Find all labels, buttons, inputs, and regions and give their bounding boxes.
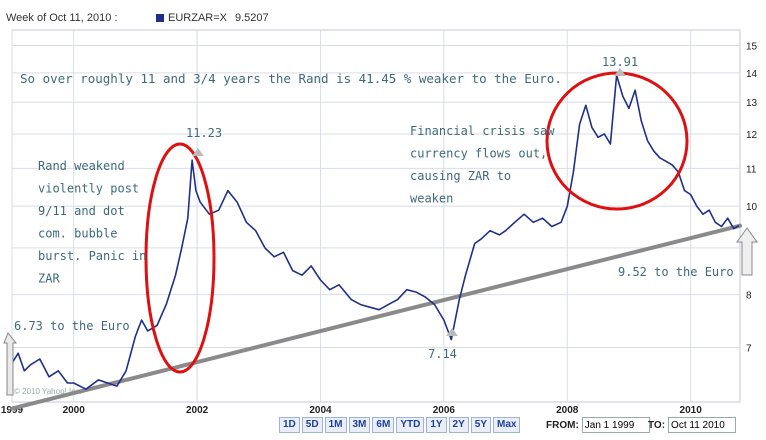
note-line: currency flows out, [410,147,547,161]
range-button[interactable]: YTD [396,417,425,433]
low-2006-marker [446,328,458,336]
legend-swatch [156,14,164,22]
range-button[interactable]: 6M [372,417,395,433]
peak-2001-label: 11.23 [186,126,222,140]
note-line: violently post [38,182,139,196]
series-label: EURZAR=X [168,12,227,24]
start-note: 6.73 to the Euro [14,319,130,333]
low-2006-label: 7.14 [428,347,457,361]
from-label: FROM: [546,419,579,431]
y-tick-label: 8 [746,291,752,302]
x-tick-label: 2000 [63,405,86,416]
y-tick-label: 14 [746,69,758,80]
range-button[interactable]: 5Y [470,417,492,433]
series-value: 9.5207 [235,12,269,24]
x-tick-label: 2006 [433,405,456,416]
peak-2008-marker [614,68,626,76]
series-line [11,74,740,391]
end-note: 9.52 to the Euro [618,265,734,279]
grid [11,29,741,403]
x-tick-label: 2008 [556,405,579,416]
y-tick-label: 12 [746,130,758,141]
to-label: TO: [648,419,666,431]
rand-weakened-note: Rand weakend violently post 9/11 and dot co… [38,159,146,286]
week-label: Week of Oct 11, 2010 : [6,12,118,24]
y-tick-label: 13 [746,98,758,109]
note-line: Financial crisis saw [410,124,555,138]
financial-crisis-note: Financial crisis saw currency flows out, c… [410,124,555,206]
note-line: causing ZAR to [410,169,511,183]
from-date: FROM: [546,417,650,433]
range-button[interactable]: Max [493,417,521,433]
from-date-input[interactable] [581,417,650,433]
ellipse-2008 [545,71,689,211]
note-line: ZAR [38,272,60,286]
peak-2001-marker [192,148,204,156]
note-line: burst. Panic in [38,249,146,263]
range-button[interactable]: 1M [324,417,347,433]
range-button[interactable]: 3M [348,417,371,433]
trendline [10,223,742,411]
y-tick-label: 15 [746,42,758,53]
range-button[interactable]: 1Y [426,417,447,433]
y-tick-label: 7 [746,343,752,354]
watermark: © 2010 Yahoo! Inc. [14,387,82,396]
x-tick-label: 2004 [309,405,332,416]
end-arrow-icon [736,227,758,276]
y-tick-label: 11 [746,164,757,175]
x-tick-label: 2002 [186,405,209,416]
range-button[interactable]: 1D [279,417,300,433]
note-line: com. bubble [38,227,117,241]
range-button[interactable]: 5D [301,417,323,433]
note-line: Rand weakend [38,159,125,173]
note-line: weaken [410,192,453,206]
start-arrow-icon [3,332,18,396]
trendline-layer [10,223,742,411]
series-legend: EURZAR=X 9.5207 [156,12,269,24]
x-tick-label: 2010 [680,405,703,416]
to-date: TO: [648,417,737,433]
to-date-input[interactable] [668,417,737,433]
axes: 7891011121314151999200020022004200620082… [1,42,758,416]
series-layer [11,74,740,391]
y-tick-label: 10 [746,202,758,213]
range-button[interactable]: 2Y [448,417,469,433]
summary-annotation: So over roughly 11 and 3/4 years the Ran… [20,71,562,86]
range-toolbar: 1D 5D 1M 3M 6M YTD 1Y 2Y 5Y Max [279,417,521,433]
ellipse-2001 [144,142,216,374]
peak-2008-label: 13.91 [602,55,638,69]
note-line: 9/11 and dot [38,204,125,218]
